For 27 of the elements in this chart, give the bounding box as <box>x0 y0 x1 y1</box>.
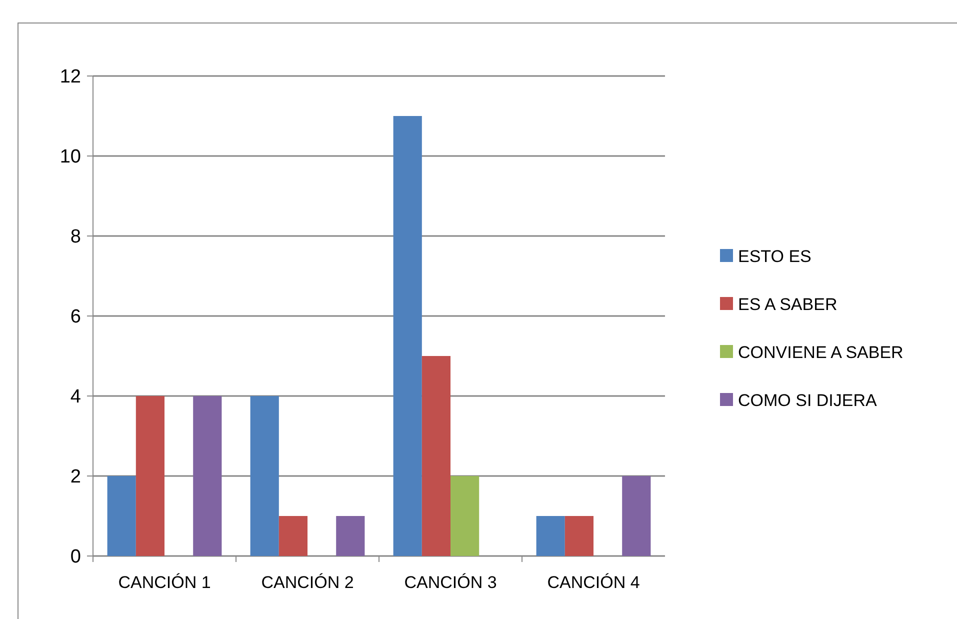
y-tick-label: 10 <box>60 146 81 168</box>
legend-label: COMO SI DIJERA <box>738 390 878 410</box>
y-tick-label: 0 <box>70 546 81 568</box>
bar <box>336 516 365 556</box>
x-tick-label: CANCIÓN 4 <box>547 573 640 592</box>
bar <box>450 476 480 556</box>
bar <box>136 396 164 556</box>
x-tick-label: CANCIÓN 2 <box>261 573 354 592</box>
bar <box>564 516 594 556</box>
bar <box>193 396 222 556</box>
y-tick-label: 2 <box>70 466 81 488</box>
bar <box>107 476 136 556</box>
legend-label: ESTO ES <box>738 246 812 266</box>
y-tick-label: 12 <box>60 66 81 88</box>
bar <box>622 476 651 556</box>
bar <box>393 116 422 556</box>
y-tick-label: 6 <box>70 306 81 328</box>
bar <box>250 396 279 556</box>
y-tick-label: 4 <box>70 386 82 408</box>
bar <box>422 356 450 556</box>
y-tick-label: 8 <box>70 226 81 248</box>
legend-label: ES A SABER <box>738 294 838 314</box>
bar <box>278 516 308 556</box>
x-tick-label: CANCIÓN 3 <box>404 573 497 592</box>
x-tick-label: CANCIÓN 1 <box>118 573 211 592</box>
legend-label: CONVIENE A SABER <box>738 342 904 362</box>
bar <box>536 516 565 556</box>
